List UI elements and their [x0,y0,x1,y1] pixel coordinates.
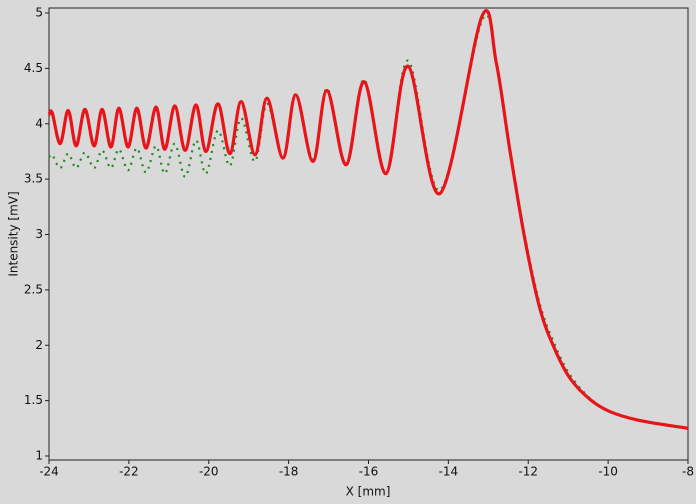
plot-area [48,7,689,461]
y-tick-label: 2.5 [24,282,43,296]
x-tick-label: -12 [518,465,538,479]
y-tick-label: 4.5 [24,61,43,75]
x-tick-label: -8 [682,465,694,479]
y-axis-label: Intensity [mV] [7,191,21,276]
x-tick-label: -24 [39,465,59,479]
x-tick-label: -16 [359,465,379,479]
x-tick-label: -18 [279,465,299,479]
y-tick-label: 4 [35,116,43,130]
x-tick-label: -14 [439,465,459,479]
y-tick-label: 2 [35,338,43,352]
y-tick-label: 3 [35,227,43,241]
y-tick-label: 3.5 [24,172,43,186]
y-tick-label: 1 [35,449,43,463]
x-tick-label: -10 [598,465,618,479]
series-line [47,9,689,430]
x-axis-label: X [mm] [346,485,391,499]
y-tick-label: 1.5 [24,393,43,407]
y-tick-label: 5 [35,6,43,20]
x-tick-label: -22 [119,465,139,479]
series-line [48,13,689,430]
x-tick-label: -20 [199,465,219,479]
